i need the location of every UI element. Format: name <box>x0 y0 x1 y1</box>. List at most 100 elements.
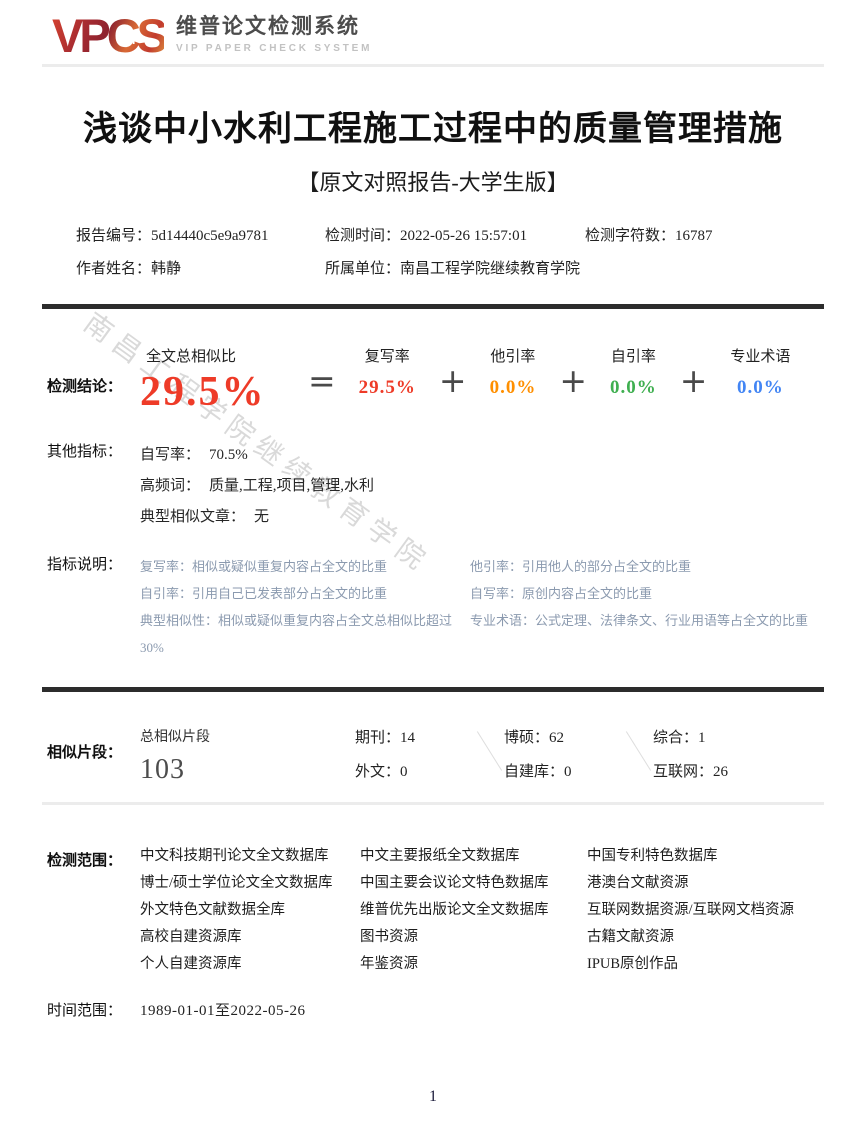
section-other-metrics: 其他指标： 自写率： 70.5% 高频词： 质量,工程,项目,管理,水利 典型相似文… <box>0 440 866 533</box>
detection-scope-grid: 中文科技期刊论文全文数据库 中文主要报纸全文数据库 中国专利特色数据库 博士/硕… <box>140 849 824 972</box>
check-time: 检测时间：2022-05-26 15:57:01 <box>325 224 585 245</box>
note-other-citation: 他引率：引用他人的部分占全文的比重 <box>470 559 692 575</box>
section-detection-scope: 检测范围： 中文科技期刊论文全文数据库 中文主要报纸全文数据库 中国专利特色数据… <box>0 849 866 972</box>
scope-item: 图书资源 <box>360 929 418 946</box>
scope-item: IPUB原创作品 <box>587 956 679 973</box>
internet-count: 互联网：26 <box>653 760 773 781</box>
internet-count-value: 26 <box>713 764 729 781</box>
char-count: 检测字符数：16787 <box>585 224 824 245</box>
report-number-value: 5d14440c5e9a9781 <box>151 228 269 244</box>
header: VPCS + 维普论文检测系统 VIP PAPER CHECK SYSTEM <box>0 0 866 59</box>
conclusion-section-label: 检测结论： <box>47 379 123 395</box>
report-meta: 报告编号：5d14440c5e9a9781 检测时间：2022-05-26 15… <box>76 224 824 278</box>
logo-wordmark: 维普论文检测系统 VIP PAPER CHECK SYSTEM <box>176 10 372 56</box>
time-range-label: 时间范围： <box>47 1003 123 1020</box>
similar-fragments-body: 总相似片段 103 期刊：14 外文：0 博硕：62 自建库：0 <box>140 726 824 786</box>
other-metrics-section-label: 其他指标： <box>47 444 123 461</box>
system-name-en: VIP PAPER CHECK SYSTEM <box>176 43 373 54</box>
total-similarity: 全文总相似比 29.5% <box>140 345 308 414</box>
plus-icon: + <box>127 30 140 48</box>
total-similarity-label: 全文总相似比 <box>146 349 237 365</box>
comprehensive-count: 综合：1 <box>653 726 773 747</box>
check-time-label: 检测时间： <box>325 228 401 244</box>
section-conclusion: 检测结论： 全文总相似比 29.5% = 复写率 29.5% + 他引率 0.0… <box>0 345 866 414</box>
scope-item: 中文科技期刊论文全文数据库 <box>140 848 329 865</box>
fragment-stats-column-2: 博硕：62 自建库：0 <box>504 726 624 781</box>
note-self-citation: 自引率：引用自己已发表部分占全文的比重 <box>140 586 388 602</box>
author-value: 韩静 <box>151 261 182 277</box>
foreign-count: 外文：0 <box>355 760 475 781</box>
comprehensive-count-value: 1 <box>698 730 706 747</box>
note-typical-similarity: 典型相似性：相似或疑似重复内容占全文总相似比超过30% <box>140 613 453 656</box>
vpcs-logo: VPCS + 维普论文检测系统 VIP PAPER CHECK SYSTEM <box>52 10 866 59</box>
foreign-count-label: 外文： <box>355 764 401 781</box>
section-similar-fragments: 相似片段： 总相似片段 103 期刊：14 外文：0 博硕：62 自 <box>0 726 866 786</box>
note-self-written-rate: 自写率：原创内容占全文的比重 <box>470 586 653 602</box>
note-copy-rate: 复写率：相似或疑似重复内容占全文的比重 <box>140 559 388 575</box>
vpcs-logo-mark: VPCS + <box>52 12 168 59</box>
journal-count-label: 期刊： <box>355 730 401 747</box>
detection-scope-section-label: 检测范围： <box>47 853 123 870</box>
section-divider-heavy <box>42 687 824 693</box>
report-number: 报告编号：5d14440c5e9a9781 <box>76 224 325 245</box>
typical-similar-article-value: 无 <box>254 509 270 526</box>
metric-terminology: 专业术语 0.0% <box>730 345 790 399</box>
scope-item: 中文主要报纸全文数据库 <box>360 848 520 865</box>
report-subtitle: 【原文对照报告-大学生版】 <box>297 170 569 195</box>
plus-sign: + <box>438 361 467 400</box>
high-frequency-words-value: 质量,工程,项目,管理,水利 <box>209 478 375 495</box>
indicator-notes-right-column: 他引率：引用他人的部分占全文的比重 自写率：原创内容占全文的比重 专业术语：公式… <box>470 553 808 661</box>
conclusion-body: 全文总相似比 29.5% = 复写率 29.5% + 他引率 0.0% + 自引… <box>140 345 790 414</box>
diagonal-separator <box>625 731 652 771</box>
fragment-stats-column-3: 综合：1 互联网：26 <box>653 726 773 781</box>
internet-count-label: 互联网： <box>653 764 714 781</box>
metric-copy-rate: 复写率 29.5% <box>359 345 416 399</box>
char-count-label: 检测字符数： <box>585 228 676 244</box>
section-divider-heavy <box>42 304 824 309</box>
scope-item: 古籍文献资源 <box>587 929 674 946</box>
scope-item: 中国主要会议论文特色数据库 <box>360 875 549 892</box>
thesis-count: 博硕：62 <box>504 726 624 747</box>
plus-sign: + <box>679 361 708 400</box>
similar-fragments-section-label: 相似片段： <box>47 745 123 762</box>
indicator-notes-section-label: 指标说明： <box>47 557 123 574</box>
page-title: 浅谈中小水利工程施工过程中的质量管理措施 <box>83 111 783 148</box>
scope-item: 个人自建资源库 <box>140 956 242 973</box>
note-terminology: 专业术语：公式定理、法律条文、行业用语等占全文的比重 <box>470 613 809 629</box>
self-library-count-value: 0 <box>564 764 572 781</box>
section-indicator-notes: 指标说明： 复写率：相似或疑似重复内容占全文的比重 自引率：引用自己已发表部分占… <box>0 553 866 661</box>
plus-sign: + <box>559 361 587 400</box>
self-written-rate-label: 自写率： <box>140 447 201 464</box>
metric-terminology-label: 专业术语 <box>730 349 791 365</box>
metric-copy-rate-value: 29.5% <box>358 377 416 398</box>
scope-item: 高校自建资源库 <box>140 929 242 946</box>
fragment-stats-column-1: 期刊：14 外文：0 <box>355 726 475 781</box>
indicator-notes-left-column: 复写率：相似或疑似重复内容占全文的比重 自引率：引用自己已发表部分占全文的比重 … <box>140 553 470 661</box>
scope-item: 中国专利特色数据库 <box>587 848 718 865</box>
journal-count-value: 14 <box>400 730 416 747</box>
scope-item: 互联网数据资源/互联网文档资源 <box>587 902 795 919</box>
self-written-rate-row: 自写率： 70.5% <box>140 440 374 471</box>
metric-self-citation-value: 0.0% <box>609 377 657 398</box>
vpcs-logo-text: VPCS <box>52 9 168 63</box>
metric-copy-rate-label: 复写率 <box>364 349 410 365</box>
organization-label: 所属单位： <box>325 261 401 277</box>
scope-item: 年鉴资源 <box>360 956 418 973</box>
high-frequency-words-row: 高频词： 质量,工程,项目,管理,水利 <box>140 471 374 502</box>
comprehensive-count-label: 综合： <box>653 730 699 747</box>
system-name-cn: 维普论文检测系统 <box>176 15 360 38</box>
author-label: 作者姓名： <box>76 261 152 277</box>
report-meta-grid: 报告编号：5d14440c5e9a9781 检测时间：2022-05-26 15… <box>76 224 824 278</box>
foreign-count-value: 0 <box>400 764 408 781</box>
report-number-label: 报告编号： <box>76 228 152 244</box>
self-library-count-label: 自建库： <box>504 764 565 781</box>
char-count-value: 16787 <box>675 228 713 244</box>
total-fragments-value: 103 <box>140 754 185 786</box>
metric-other-citation: 他引率 0.0% <box>490 345 537 399</box>
total-fragments-label: 总相似片段 <box>140 730 210 746</box>
typical-similar-article-label: 典型相似文章： <box>140 509 246 526</box>
typical-similar-article-row: 典型相似文章： 无 <box>140 502 374 533</box>
metric-self-citation-label: 自引率 <box>610 349 656 365</box>
total-similarity-value: 29.5% <box>140 369 266 415</box>
metric-self-citation: 自引率 0.0% <box>610 345 657 399</box>
